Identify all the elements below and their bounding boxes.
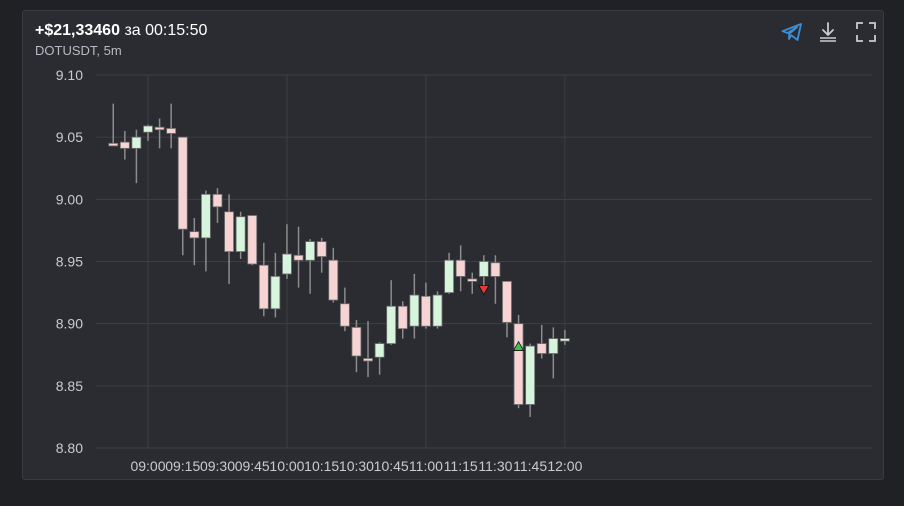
candle-body-down [339,303,350,327]
chart-toolbar [780,20,880,44]
x-tick-label: 11:45 [513,458,547,474]
candle-body-up [131,136,142,149]
y-tick-label: 8.95 [56,254,83,270]
candle-body-up [409,294,420,327]
x-tick-label: 12:00 [547,458,582,474]
pnl-title: +$21,33460 за 00:15:50 [35,22,207,40]
candle-body-down [177,136,188,230]
candle-body-down [119,141,130,149]
candle-body-down [166,128,177,134]
chart-card [22,10,884,480]
candle-body-down [490,262,501,277]
x-tick-label: 11:30 [478,458,512,474]
x-tick-label: 10:00 [269,458,304,474]
y-tick-label: 9.00 [56,191,83,207]
x-tick-label: 10:15 [304,458,339,474]
candle-body-up [200,193,211,239]
candle-body-down [536,343,547,354]
x-tick-label: 11:15 [444,458,478,474]
candle-body-up [478,261,489,277]
candle-body-up [386,305,397,344]
duration-prefix: за [124,22,141,39]
x-tick-label: 09:30 [200,458,235,474]
candle-body-down [455,259,466,277]
candle-body-down [328,259,339,301]
candle-body-down [224,211,234,252]
duration-value: 00:15:50 [145,22,208,39]
x-tick-label: 09:15 [165,458,200,474]
candle-body-up [444,259,454,293]
candle-body-down [421,295,431,327]
buy-marker [512,340,525,351]
candle-body-down [397,305,408,330]
candle-body-up [432,294,443,327]
candle-body-down [154,126,165,131]
candle-body-up [374,343,385,358]
y-tick-label: 8.85 [56,378,83,394]
candle-body-down [513,323,524,405]
candle-body-up [548,338,559,354]
sell-marker [478,285,490,296]
candle-body-up [525,345,536,405]
symbol-timeframe: DOTUSDT, 5m [35,43,122,58]
candle-body-down [502,280,512,323]
y-tick-label: 9.05 [56,129,83,145]
candle-body-down [189,231,200,239]
x-tick-label: 11:00 [409,458,443,474]
candle-body-up [305,241,316,261]
x-tick-label: 09:00 [130,458,165,474]
download-icon[interactable] [816,20,840,44]
candle-body-up [235,216,246,252]
y-tick-label: 8.90 [56,316,83,332]
candle-body-down [351,326,362,357]
candle-body-up [559,338,570,342]
candle-body-down [316,241,327,257]
candle-body-up [282,253,292,275]
candle-body-up [143,125,153,133]
y-tick-label: 8.80 [56,440,83,456]
x-tick-label: 09:45 [235,458,270,474]
x-tick-label: 10:45 [374,458,409,474]
candle-body-down [247,215,258,265]
candle-body-up [270,276,281,310]
x-tick-label: 10:30 [339,458,374,474]
candle-body-down [293,254,304,261]
fullscreen-icon[interactable] [854,20,878,44]
pnl-value: +$21,33460 [35,22,120,39]
telegram-icon[interactable] [780,20,804,44]
candle-body-down [108,142,119,147]
y-tick-label: 9.10 [56,67,83,83]
candle-body-down [467,278,478,282]
candle-body-down [258,264,269,310]
candle-body-down [363,358,373,362]
candle-body-down [212,193,223,208]
